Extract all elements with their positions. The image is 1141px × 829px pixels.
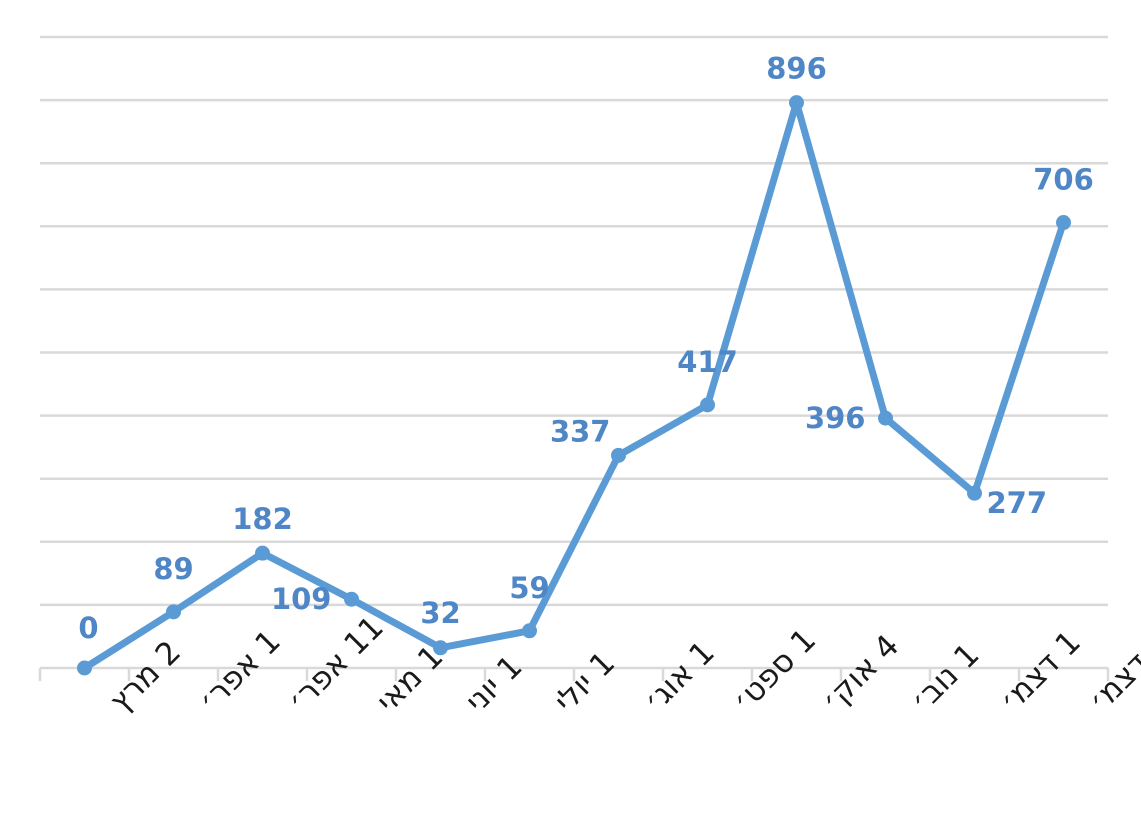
data-point: [433, 640, 448, 656]
data-label: 59: [509, 571, 549, 605]
gridlines: [40, 35, 1108, 607]
x-tick-label: 11 אפר׳: [281, 609, 391, 719]
data-label: 896: [766, 52, 827, 86]
data-label: 182: [232, 502, 293, 536]
series-line-group: [81, 99, 1067, 672]
data-label: 706: [1033, 163, 1094, 197]
data-label: 396: [805, 401, 866, 435]
data-point: [878, 410, 893, 426]
data-label: 109: [271, 582, 332, 616]
data-point: [611, 447, 626, 463]
data-label: 89: [153, 552, 193, 586]
x-tick-label: 1 אפר׳: [192, 623, 288, 719]
data-point: [77, 660, 92, 676]
data-label: 0: [78, 611, 98, 645]
data-point: [967, 485, 982, 501]
series-line: [81, 99, 1067, 672]
x-tick-label: 1 אוג׳: [637, 634, 722, 719]
data-point: [1056, 215, 1071, 231]
data-labels: 0 89 182 109 32 59 337 417 896 396 277 706: [78, 52, 1093, 645]
data-point: [700, 397, 715, 413]
data-label: 337: [550, 414, 611, 448]
x-tick-label: 31 דצמ׳: [1082, 610, 1141, 719]
data-point: [255, 545, 270, 561]
x-tick-label: 4 אוק׳: [815, 628, 907, 720]
x-tick-label: 1 יוני: [459, 649, 530, 720]
x-tick-label: 1 דצמ׳: [993, 624, 1088, 719]
data-points: [77, 95, 1071, 676]
data-point: [166, 604, 181, 620]
data-label: 32: [420, 596, 460, 630]
data-point: [789, 95, 804, 111]
x-tick-label: 1 ספט׳: [726, 622, 824, 720]
data-label: 417: [677, 345, 738, 379]
data-label: 277: [987, 486, 1048, 520]
x-tick-label: 1 נוב׳: [904, 637, 987, 720]
x-axis: [38, 666, 1110, 681]
data-point: [522, 623, 537, 639]
x-tick-label: 1 יולי: [548, 645, 623, 720]
data-point: [344, 591, 359, 607]
